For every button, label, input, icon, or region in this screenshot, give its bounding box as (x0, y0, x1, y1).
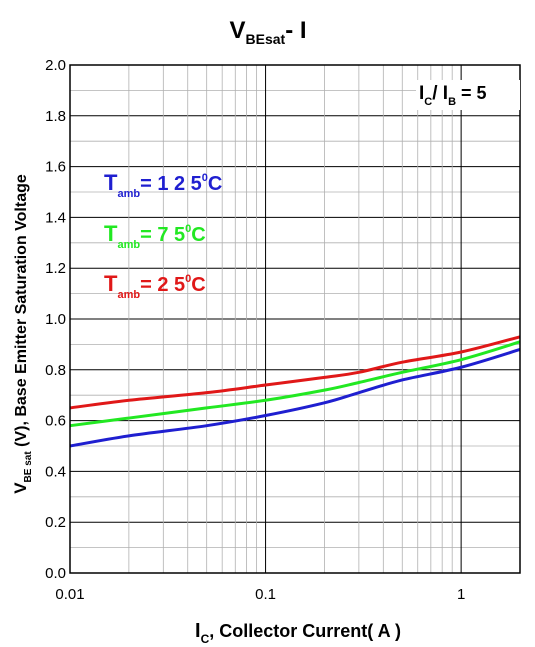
legend: Tamb= 1 2 50C Tamb= 7 50C Tamb= 2 50C (104, 170, 222, 301)
y-tick-label: 1.4 (45, 209, 66, 226)
y-tick-labels: 0.0 0.2 0.4 0.6 0.8 1.0 1.2 1.4 1.6 1.8 2.0 (45, 57, 66, 582)
y-tick-label: 0.0 (45, 565, 66, 582)
annotation-background (416, 80, 520, 110)
plot-frame (69, 64, 521, 574)
series-line-1 (69, 340, 521, 428)
annotation-sep: / I (432, 83, 448, 104)
y-tick-label: 1.8 (45, 108, 66, 125)
annotation-suffix: = 5 (456, 83, 487, 103)
y-axis-label: VBE sat (V), Base Emitter Saturation Vol… (11, 174, 34, 494)
series-lines (69, 335, 521, 448)
y-tick-label: 1.2 (45, 260, 66, 277)
grid (70, 65, 521, 573)
annotation-a-sub: C (424, 96, 432, 108)
y-tick-label: 0.6 (45, 413, 66, 430)
y-tick-label: 1.6 (45, 159, 66, 176)
annotation-a: I (419, 83, 424, 104)
legend-entry-125: Tamb= 1 2 50C (104, 170, 222, 200)
chart-title: VBEsat- I (229, 17, 306, 47)
x-tick-label: 0.01 (55, 586, 84, 603)
legend-entry-75: Tamb= 7 50C (104, 221, 206, 251)
x-axis-label: IC, Collector Current( A ) (195, 620, 401, 646)
title-sub: BEsat (246, 31, 286, 47)
y-tick-label: 0.8 (45, 362, 66, 379)
x-tick-labels: 0.01 0.1 1 (55, 586, 465, 603)
y-tick-label: 1.0 (45, 311, 66, 328)
y-tick-label: 2.0 (45, 57, 66, 74)
annotation-b-sub: B (448, 96, 456, 108)
series-line-0 (69, 348, 521, 448)
series-line-2 (69, 335, 521, 410)
annotation: IC/ IB = 5 (419, 83, 487, 108)
x-tick-label: 1 (457, 586, 465, 603)
legend-entry-25: Tamb= 2 50C (104, 271, 206, 301)
x-tick-label: 0.1 (255, 586, 276, 603)
title-suffix: - I (285, 17, 306, 44)
y-tick-label: 0.2 (45, 514, 66, 531)
title-main: V (229, 17, 245, 44)
y-tick-label: 0.4 (45, 463, 66, 480)
